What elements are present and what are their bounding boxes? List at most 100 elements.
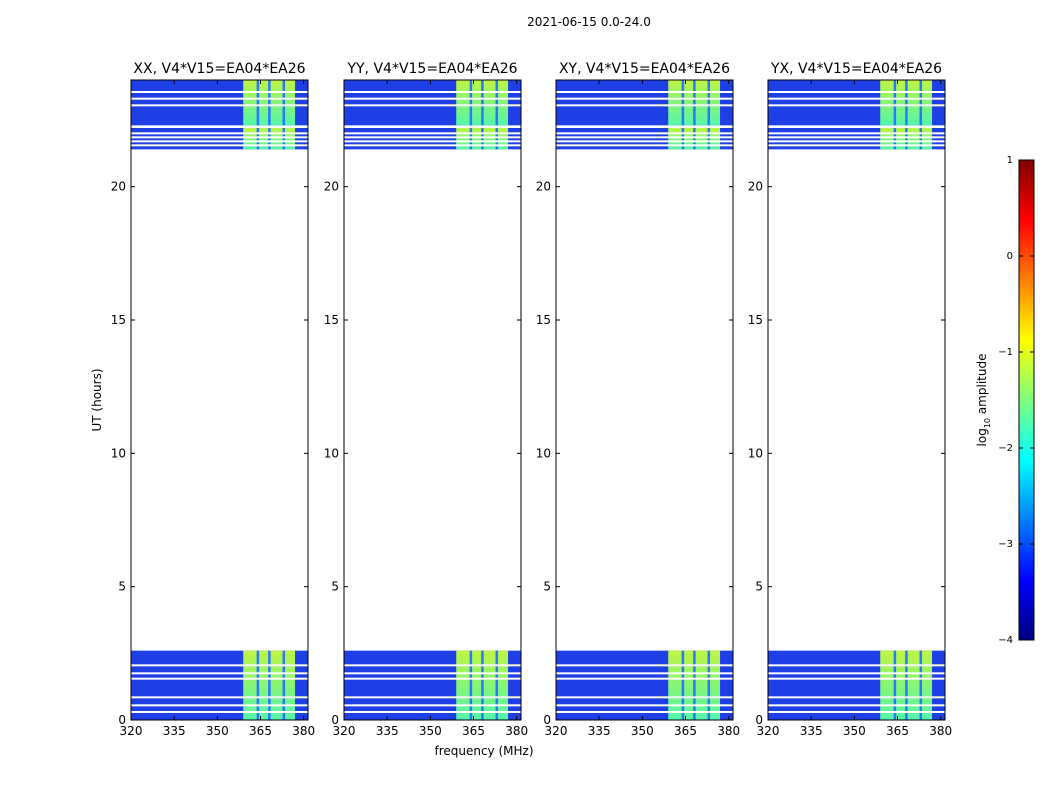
channel-gap bbox=[919, 128, 923, 150]
colorbar-tick-label: −3 bbox=[998, 539, 1013, 550]
y-tick-label: 20 bbox=[536, 180, 551, 194]
panel-title: YX, V4*V15=EA04*EA26 bbox=[770, 61, 942, 77]
y-tick-label: 0 bbox=[118, 713, 126, 727]
channel-gap bbox=[268, 128, 271, 150]
flagged-row bbox=[768, 136, 945, 139]
flagged-row bbox=[556, 136, 733, 139]
colorbar-tick-label: −4 bbox=[998, 635, 1013, 646]
flagged-row bbox=[556, 677, 733, 680]
panels-group: 320 335 350 365 380 0 5 10 15 20 XX, V4*V15=EA04*E… bbox=[111, 61, 952, 738]
channel-gap bbox=[495, 80, 499, 126]
colorbar-tick-label: −2 bbox=[998, 443, 1013, 454]
channel-gap bbox=[282, 128, 286, 150]
channel-gap bbox=[256, 650, 260, 720]
heatmap-area bbox=[556, 80, 733, 720]
flagged-row bbox=[768, 97, 945, 100]
y-tick-label: 5 bbox=[755, 580, 763, 594]
colorbar-label: log10 amplitude bbox=[975, 354, 992, 447]
channel-gap bbox=[469, 80, 473, 126]
figure-suptitle: 2021-06-15 0.0-24.0 bbox=[527, 15, 651, 29]
flagged-row bbox=[768, 104, 945, 107]
flagged-row bbox=[131, 677, 308, 680]
flagged-row bbox=[556, 664, 733, 667]
flagged-row bbox=[556, 104, 733, 107]
flagged-row bbox=[344, 677, 521, 680]
flagged-row bbox=[131, 136, 308, 139]
colorbar-tick-label: −1 bbox=[998, 347, 1013, 358]
colorbar: 10−1−2−3−4 log10 amplitude bbox=[975, 155, 1035, 646]
channel-gap bbox=[282, 80, 286, 126]
y-tick-label: 5 bbox=[543, 580, 551, 594]
channel-gap bbox=[495, 650, 499, 720]
channel-gap bbox=[469, 650, 473, 720]
flagged-row bbox=[131, 696, 308, 699]
flagged-row bbox=[131, 711, 308, 713]
channel-gap bbox=[693, 80, 696, 126]
channel-gap bbox=[707, 650, 711, 720]
flagged-row bbox=[556, 91, 733, 93]
flagged-row bbox=[344, 136, 521, 139]
x-tick-label: 350 bbox=[419, 724, 442, 738]
colorbar-label-rest: amplitude bbox=[975, 354, 989, 418]
flagged-row bbox=[556, 132, 733, 135]
channel-gap bbox=[919, 80, 923, 126]
colorbar-tick-label: 1 bbox=[1007, 155, 1013, 166]
flagged-row bbox=[131, 91, 308, 93]
y-axis-label: UT (hours) bbox=[90, 368, 104, 431]
y-tick-label: 5 bbox=[331, 580, 339, 594]
y-tick-label: 10 bbox=[324, 446, 339, 460]
flagged-row bbox=[556, 144, 733, 147]
flagged-row bbox=[344, 664, 521, 667]
flagged-row bbox=[344, 140, 521, 143]
x-tick-label: 320 bbox=[120, 724, 143, 738]
channel-gap bbox=[919, 650, 923, 720]
flagged-row bbox=[131, 672, 308, 675]
flagged-row bbox=[131, 132, 308, 135]
x-tick-label: 380 bbox=[929, 724, 952, 738]
flagged-row bbox=[768, 140, 945, 143]
x-tick-label: 365 bbox=[462, 724, 485, 738]
channel-gap bbox=[693, 650, 696, 720]
channel-gap bbox=[905, 128, 908, 150]
panel-xy: 320 335 350 365 380 0 5 10 15 20 XY, V4*V15=EA04*E… bbox=[536, 61, 740, 738]
flagged-row bbox=[131, 144, 308, 147]
y-tick-label: 15 bbox=[536, 313, 551, 327]
panel-yy: 320 335 350 365 380 0 5 10 15 20 YY, V4*V15=EA04*E… bbox=[324, 61, 528, 738]
flagged-row bbox=[768, 677, 945, 680]
flagged-row bbox=[344, 696, 521, 699]
y-tick-label: 0 bbox=[543, 713, 551, 727]
channel-gap bbox=[681, 128, 685, 150]
channel-gap bbox=[905, 650, 908, 720]
channel-gap bbox=[481, 80, 484, 126]
channel-gap bbox=[893, 80, 897, 126]
x-tick-label: 335 bbox=[163, 724, 186, 738]
axes-frame bbox=[767, 79, 946, 721]
channel-gap bbox=[268, 650, 271, 720]
channel-gap bbox=[256, 128, 260, 150]
x-tick-label: 380 bbox=[505, 724, 528, 738]
channel-gap bbox=[469, 128, 473, 150]
flagged-row bbox=[768, 704, 945, 707]
x-tick-label: 335 bbox=[588, 724, 611, 738]
flagged-row bbox=[556, 140, 733, 143]
y-tick-label: 20 bbox=[748, 180, 763, 194]
flagged-row bbox=[768, 672, 945, 675]
panel-title: XY, V4*V15=EA04*EA26 bbox=[559, 61, 730, 77]
channel-gap bbox=[481, 128, 484, 150]
channel-gap bbox=[256, 80, 260, 126]
colorbar-label-base: log bbox=[975, 428, 989, 446]
flagged-row bbox=[344, 672, 521, 675]
heatmap-area bbox=[131, 80, 308, 720]
colorbar-ticks: 1 0 −1 −2 −3 −4 bbox=[998, 155, 1034, 646]
panel-yx: 320 335 350 365 380 0 5 10 15 20 YX, V4*V15=EA04*E… bbox=[748, 61, 952, 738]
x-tick-label: 350 bbox=[206, 724, 229, 738]
panel-title: XX, V4*V15=EA04*EA26 bbox=[133, 61, 305, 77]
channel-gap bbox=[268, 80, 271, 126]
channel-gap bbox=[893, 128, 897, 150]
x-tick-label: 350 bbox=[843, 724, 866, 738]
y-tick-label: 5 bbox=[118, 580, 126, 594]
axes-frame bbox=[555, 79, 734, 721]
flagged-row bbox=[131, 664, 308, 667]
colorbar-gradient bbox=[1018, 159, 1035, 641]
x-tick-label: 365 bbox=[674, 724, 697, 738]
